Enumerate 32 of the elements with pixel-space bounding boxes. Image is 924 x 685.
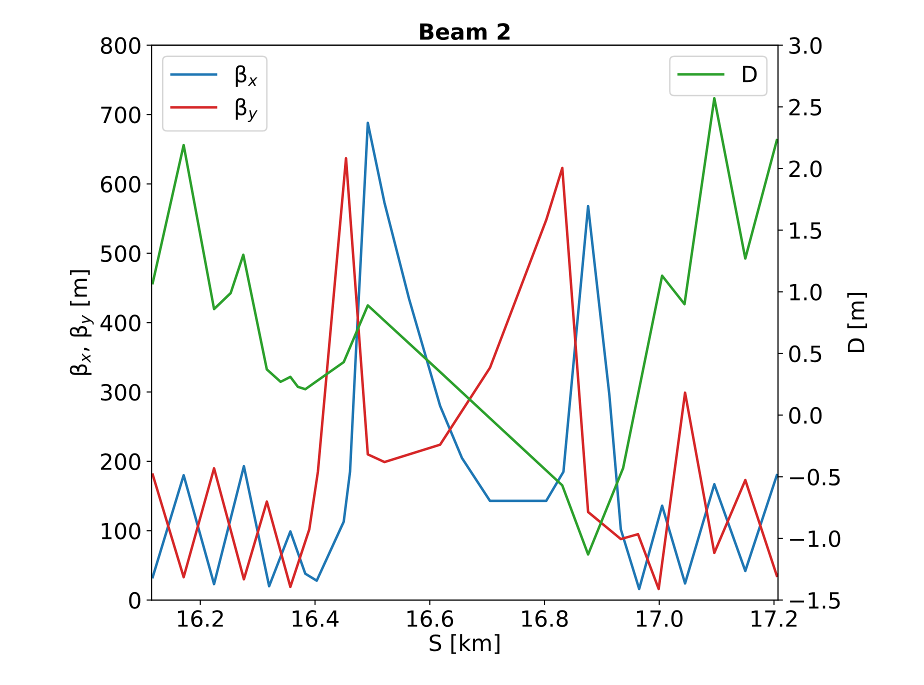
y2-tick-label: 3.0 bbox=[789, 37, 822, 54]
x-tick-label: 16.4 bbox=[292, 610, 339, 627]
x-tick-label: 17.0 bbox=[636, 610, 683, 627]
y2-tick-label: 0.5 bbox=[789, 345, 822, 362]
y-tick-label: 600 bbox=[100, 176, 140, 193]
legend-label: β$_{x}$ bbox=[236, 65, 258, 87]
y-tick-label: 400 bbox=[100, 314, 140, 332]
y2-tick-label: 2.5 bbox=[789, 98, 822, 116]
x-tick-label: 16.6 bbox=[407, 610, 454, 627]
y2-tick-label: −1.5 bbox=[790, 592, 840, 609]
y-tick-label: 0 bbox=[129, 592, 140, 609]
y-tick-label: 300 bbox=[101, 384, 140, 401]
legend-label: β$_{y}$ bbox=[236, 98, 258, 122]
y2-tick-label: −1.0 bbox=[790, 530, 840, 548]
y-tick-label: 700 bbox=[101, 106, 140, 124]
y2-tick-label: 2.0 bbox=[789, 160, 822, 178]
legend-label: D bbox=[743, 66, 757, 82]
y-tick-label: 100 bbox=[102, 522, 140, 540]
x-tick-label: 17.2 bbox=[752, 610, 797, 627]
x-tick-label: 16.2 bbox=[178, 610, 223, 627]
y2-tick-label: −0.5 bbox=[790, 468, 840, 486]
y2-axis-title: D [m] bbox=[847, 292, 868, 352]
y2-tick-label: 1.5 bbox=[790, 222, 822, 239]
y-tick-label: 800 bbox=[100, 37, 140, 54]
y2-tick-label: 0.0 bbox=[789, 407, 822, 424]
x-axis-title: S [km] bbox=[430, 634, 500, 654]
x-tick-label: 16.8 bbox=[522, 610, 568, 627]
y-axis-title: β$_{x}$, β$_{y}$ [m] bbox=[70, 270, 94, 375]
y2-tick-label: 1.0 bbox=[790, 284, 822, 301]
y-tick-label: 200 bbox=[101, 453, 140, 470]
chart-title: Beam 2 bbox=[420, 23, 510, 40]
y-tick-label: 500 bbox=[101, 245, 140, 262]
